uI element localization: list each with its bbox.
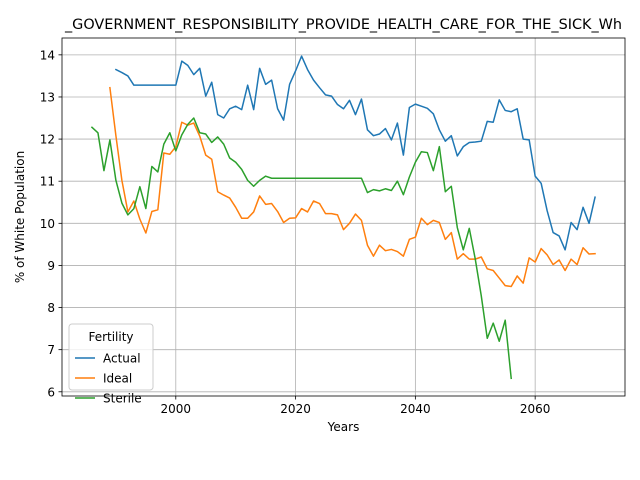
series-lines (90, 55, 596, 380)
y-tick-label: 11 (40, 175, 55, 189)
legend-label-sterile: Sterile (103, 392, 142, 406)
y-tick-label: 14 (40, 48, 55, 62)
x-tick-label: 2020 (280, 402, 311, 416)
x-axis-label: Years (327, 420, 360, 434)
y-tick-label: 7 (47, 343, 55, 357)
legend-title: Fertility (88, 330, 133, 344)
series-line-sterile (90, 117, 513, 380)
series-line-actual (114, 55, 596, 251)
legend: Fertility Actual Ideal Sterile (68, 323, 154, 406)
y-tick-label: 6 (47, 385, 55, 399)
chart-title: _GOVERNMENT_RESPONSIBILITY_PROVIDE_HEALT… (64, 17, 622, 33)
x-tick-label: 2060 (520, 402, 551, 416)
x-tick-label: 2040 (400, 402, 431, 416)
legend-label-ideal: Ideal (103, 372, 132, 386)
axis-ticks: 2000 2020 2040 2060 6 7 8 9 10 11 12 13 14 (40, 48, 551, 416)
y-tick-label: 12 (40, 133, 55, 147)
y-tick-label: 10 (40, 217, 55, 231)
legend-box (68, 323, 154, 391)
y-tick-label: 9 (47, 259, 55, 273)
x-tick-label: 2000 (161, 402, 192, 416)
legend-label-actual: Actual (103, 352, 141, 366)
y-tick-label: 8 (47, 301, 55, 315)
y-tick-label: 13 (40, 90, 55, 104)
legend-entries: Actual Ideal Sterile (75, 352, 142, 406)
plot-area-frame (61, 37, 626, 397)
y-axis-label: % of White Population (13, 151, 27, 283)
series-line-ideal (109, 86, 596, 288)
